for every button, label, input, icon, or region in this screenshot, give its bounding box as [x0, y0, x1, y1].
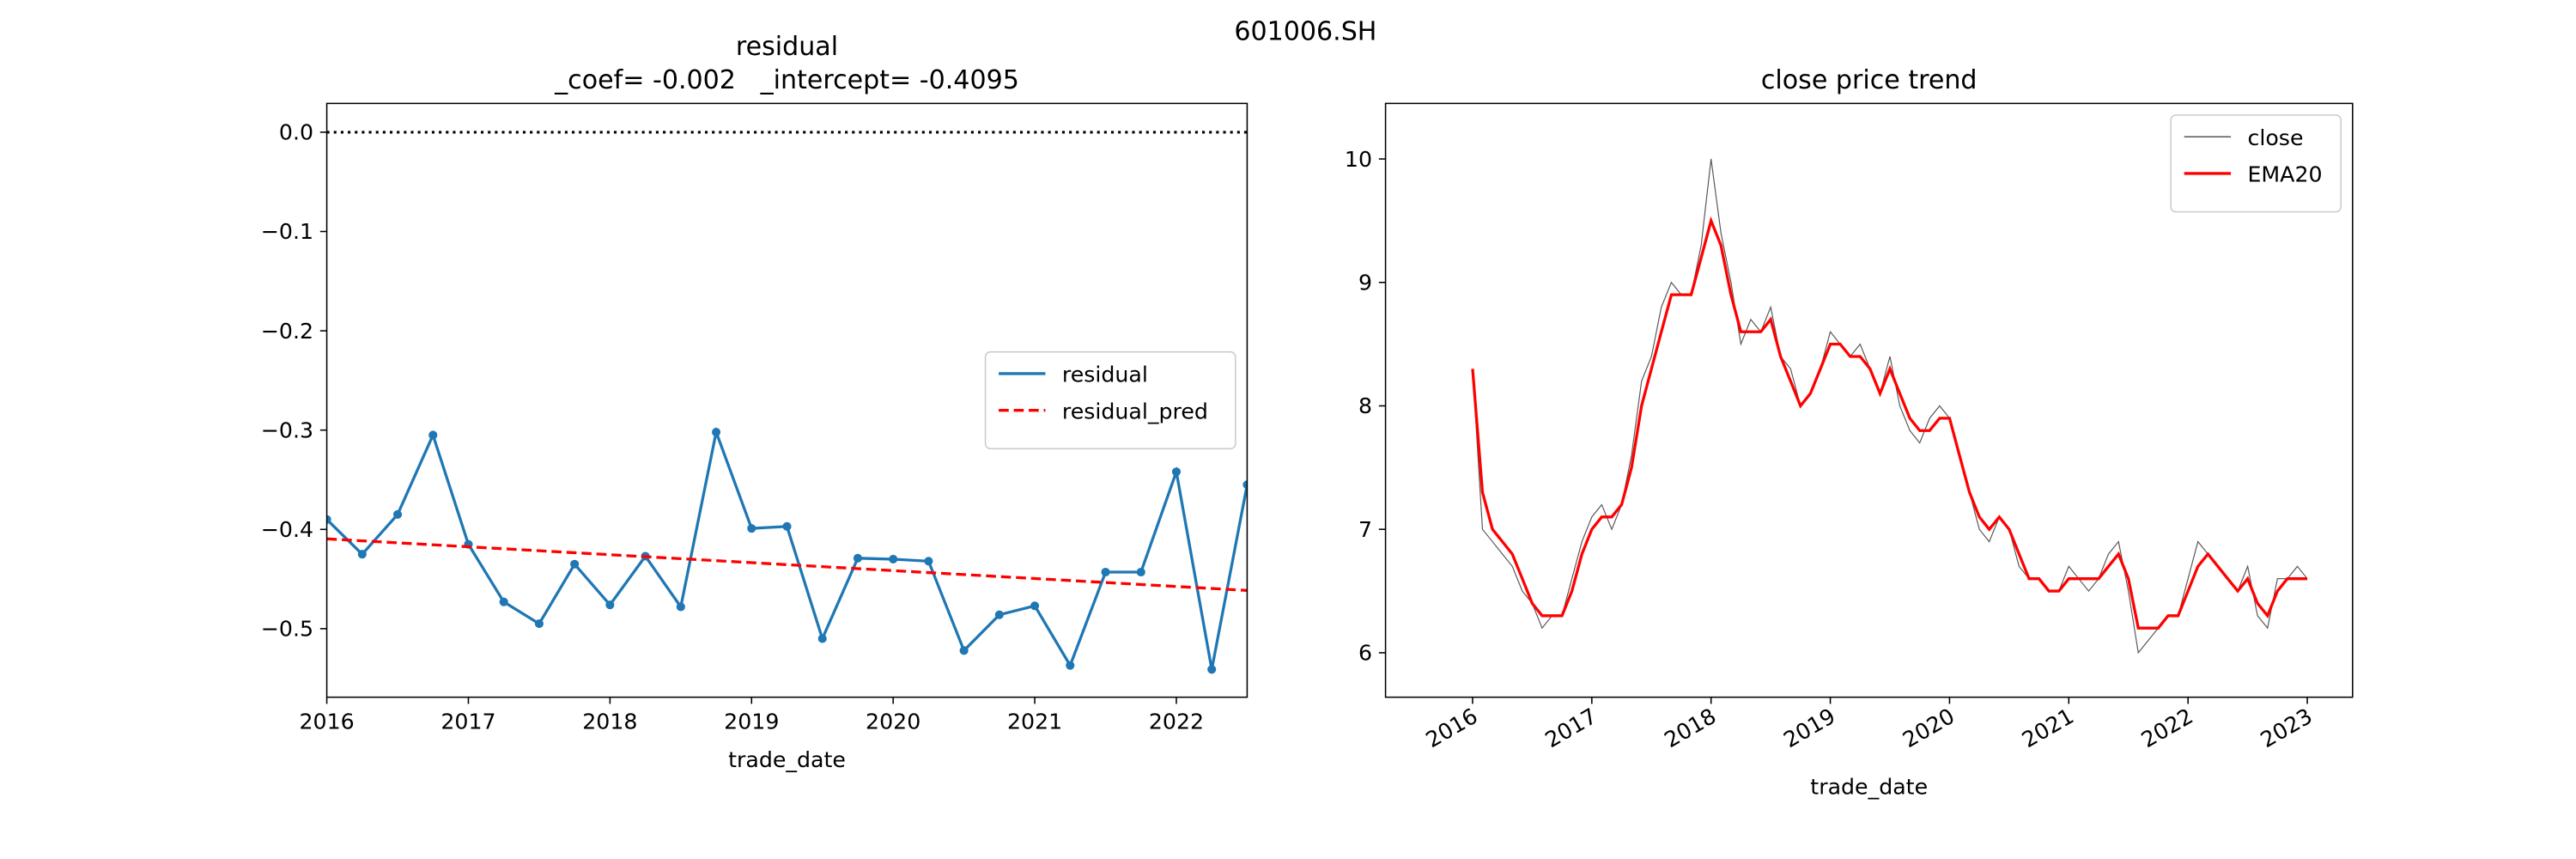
- data-point: [994, 610, 1004, 619]
- axes-frame: [1384, 102, 2354, 698]
- data-point: [924, 557, 933, 566]
- data-point: [326, 515, 331, 524]
- x-tick-label: 2020: [866, 710, 920, 734]
- data-point: [570, 559, 580, 569]
- x-tick-label: 2019: [724, 710, 779, 734]
- data-point: [1207, 665, 1217, 674]
- y-tick-label: 8: [1358, 393, 1372, 418]
- legend-label: EMA20: [2247, 162, 2322, 187]
- y-tick-label: −0.3: [261, 417, 313, 442]
- legend-box: [2170, 114, 2342, 213]
- legend-label: close: [2247, 125, 2303, 150]
- x-tick-label: 2022: [1149, 710, 1204, 734]
- data-point: [712, 427, 721, 437]
- axes-frame: [325, 102, 1249, 698]
- data-point: [853, 553, 863, 563]
- data-point: [1101, 567, 1110, 577]
- y-tick-label: 9: [1358, 271, 1372, 295]
- x-axis-label: trade_date: [1810, 774, 1928, 799]
- x-tick-label: 2021: [1007, 710, 1062, 734]
- chart-subtitle: _coef= -0.002 _intercept= -0.4095: [554, 65, 1019, 95]
- data-point: [1242, 480, 1248, 490]
- data-point: [1136, 567, 1145, 577]
- data-point: [1066, 661, 1075, 670]
- data-point: [676, 602, 685, 612]
- y-tick-label: 10: [1345, 147, 1372, 172]
- legend-box: [984, 350, 1236, 450]
- y-tick-label: 0.0: [279, 120, 313, 145]
- data-point: [889, 554, 898, 564]
- series-line: [326, 537, 1248, 593]
- data-point: [499, 597, 508, 606]
- data-point: [357, 550, 367, 559]
- data-point: [959, 646, 969, 655]
- figure-title: 601006.SH: [1234, 17, 1376, 47]
- y-tick-label: −0.5: [261, 617, 313, 642]
- data-point: [534, 619, 544, 629]
- x-tick-label: 2016: [299, 710, 354, 734]
- y-tick-label: −0.2: [261, 319, 313, 344]
- x-axis-label: trade_date: [728, 747, 846, 772]
- data-point: [782, 521, 792, 531]
- data-point: [392, 509, 403, 520]
- x-tick-label: 2018: [582, 710, 637, 734]
- y-tick-label: 6: [1358, 641, 1372, 666]
- data-point: [817, 634, 827, 643]
- x-tick-label: 2017: [440, 710, 495, 734]
- y-tick-label: 7: [1358, 517, 1372, 542]
- y-tick-label: −0.1: [261, 219, 313, 244]
- legend-label: residual: [1062, 362, 1148, 387]
- data-point: [1171, 467, 1182, 477]
- data-point: [428, 430, 438, 440]
- data-point: [1030, 601, 1040, 611]
- chart-title: close price trend: [1761, 65, 1978, 95]
- chart-title: residual: [736, 32, 838, 62]
- data-point: [747, 524, 756, 533]
- legend-label: residual_pred: [1062, 399, 1208, 423]
- data-point: [605, 600, 615, 610]
- series-line: [1471, 216, 2308, 630]
- y-tick-label: −0.4: [261, 517, 313, 542]
